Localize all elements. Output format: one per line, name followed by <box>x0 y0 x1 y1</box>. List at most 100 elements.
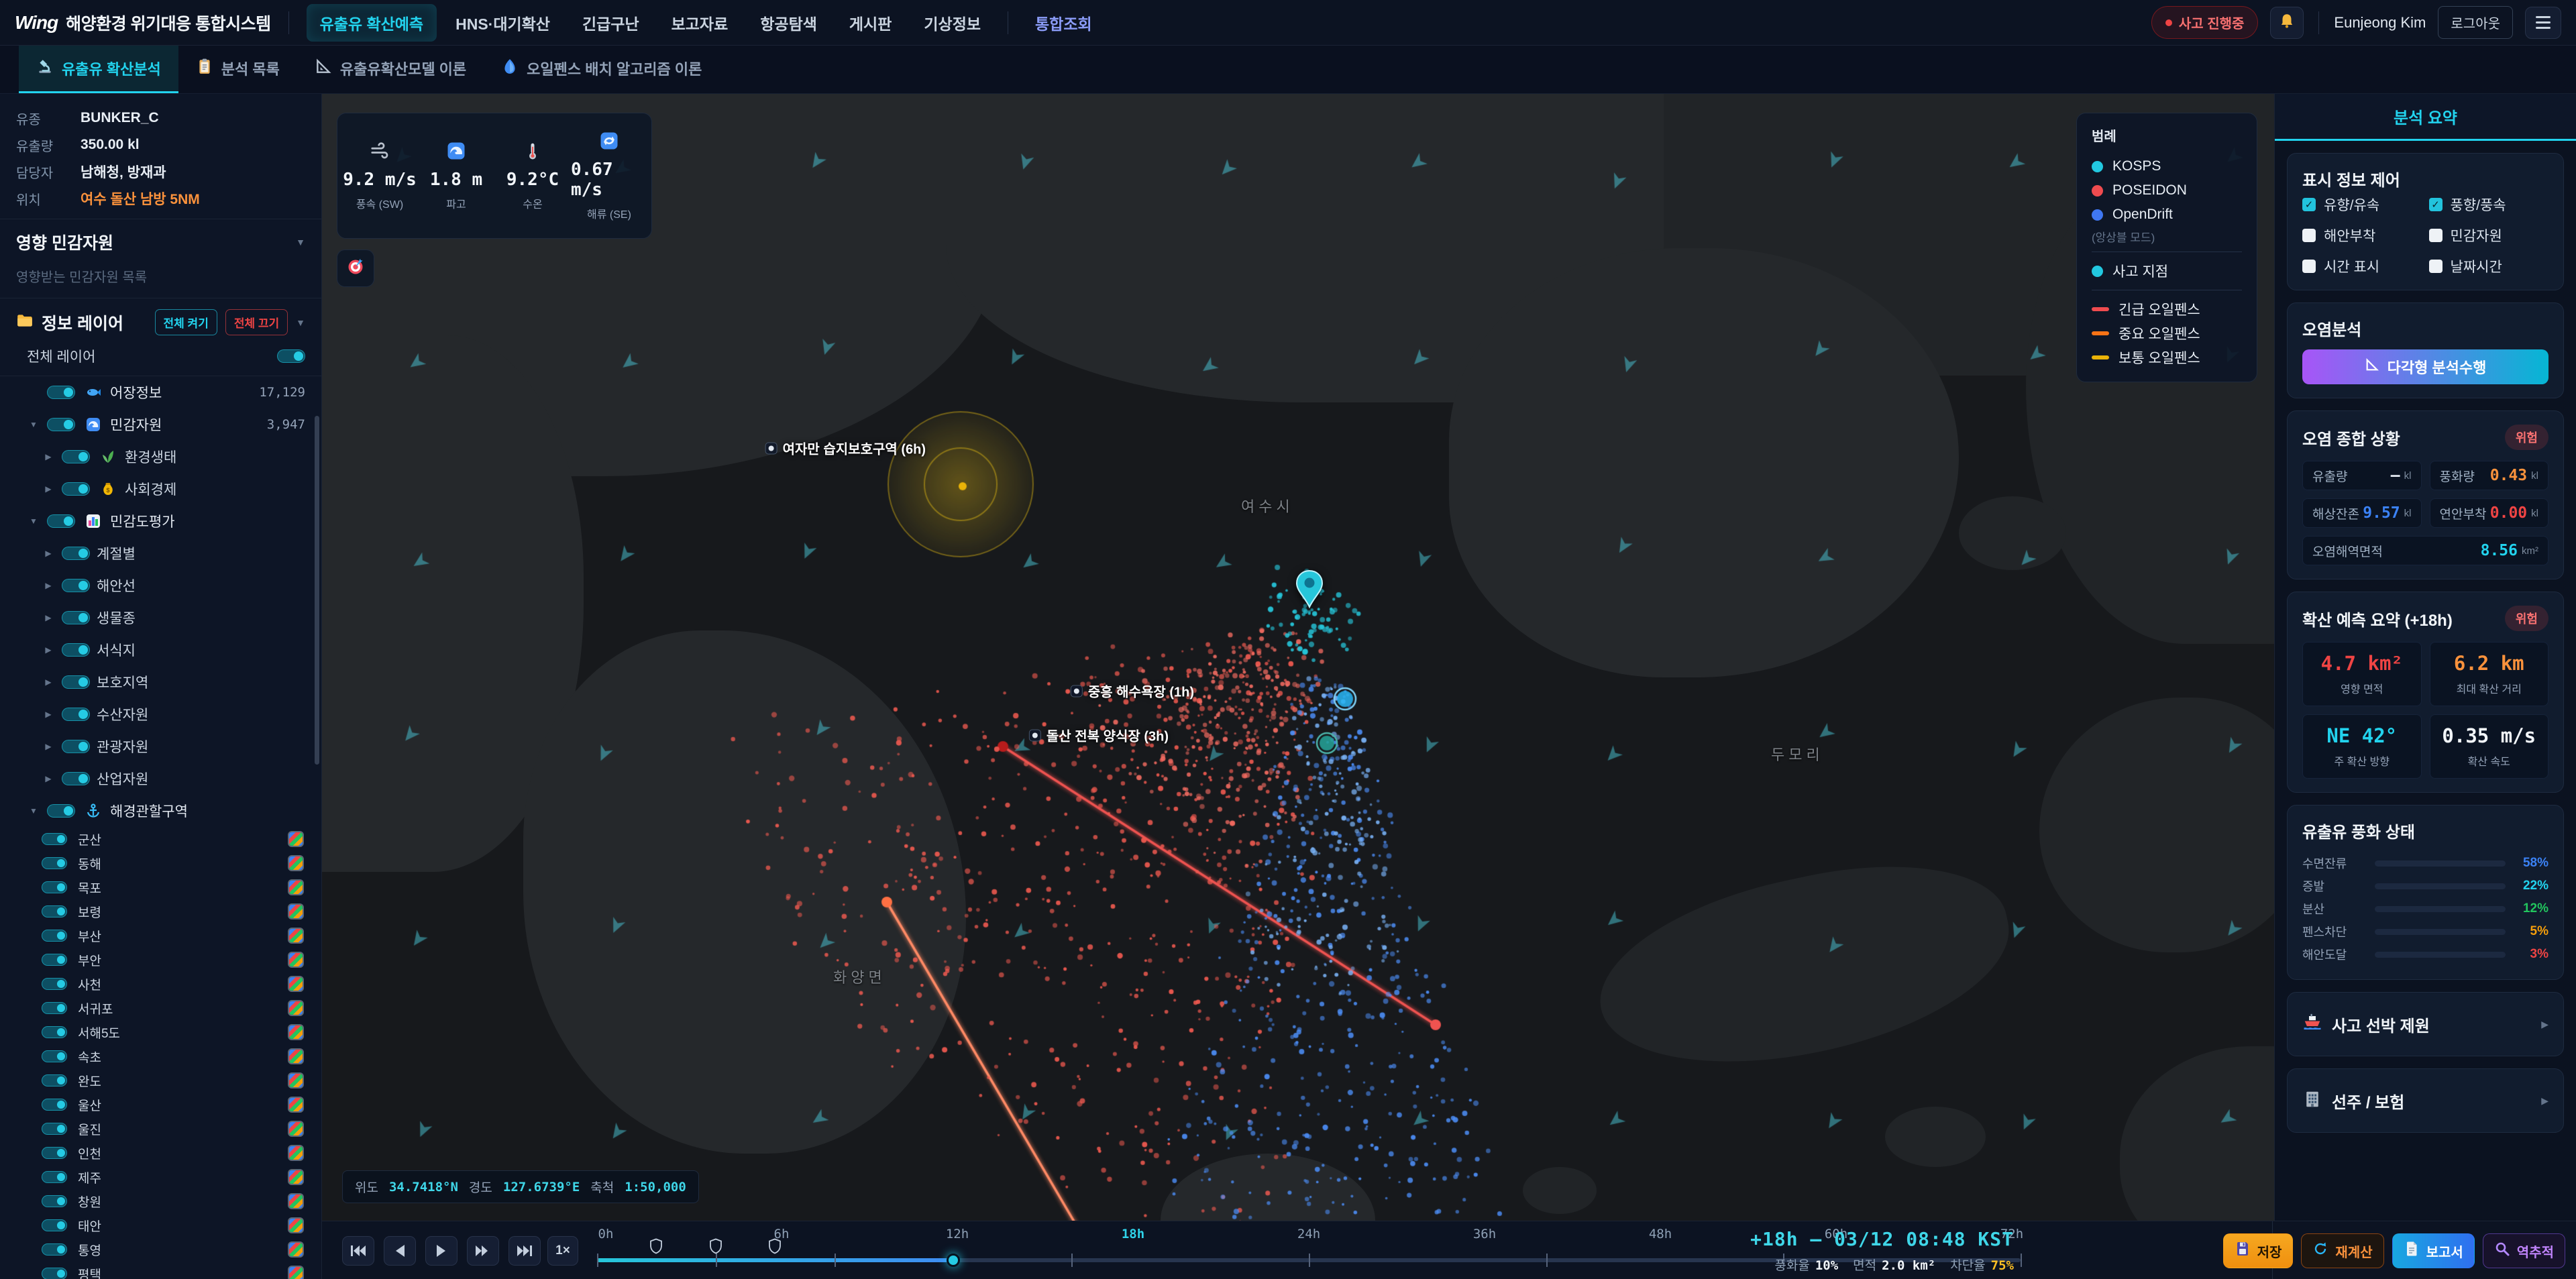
boom-deploy-marker[interactable] <box>768 1238 782 1258</box>
layers-all-off-button[interactable]: 전체 끄기 <box>225 309 288 335</box>
doc-button[interactable]: 보고서 <box>2392 1233 2475 1268</box>
display-check-날짜시간[interactable]: 날짜시간 <box>2428 256 2549 276</box>
expand-arrow[interactable]: ▶ <box>45 742 52 751</box>
nav-item-6[interactable]: 기상정보 <box>924 15 981 33</box>
region-toggle[interactable] <box>42 905 67 917</box>
region-toggle[interactable] <box>42 1026 67 1038</box>
expand-arrow[interactable]: ▶ <box>45 484 52 494</box>
refresh-button[interactable]: 재계산 <box>2301 1233 2384 1268</box>
tab-analysis-summary[interactable]: 분석 요약 <box>2275 94 2576 141</box>
layer-toggle[interactable] <box>62 482 90 496</box>
nav-item-5[interactable]: 게시판 <box>849 15 892 33</box>
region-style-icon[interactable] <box>288 952 304 968</box>
skip-end-button[interactable] <box>508 1236 541 1266</box>
region-style-icon[interactable] <box>288 1241 304 1258</box>
display-check-시간 표시[interactable]: 시간 표시 <box>2302 256 2422 276</box>
display-check-유향/유속[interactable]: ✓ 유향/유속 <box>2302 194 2422 215</box>
layer-toggle[interactable] <box>62 675 90 689</box>
playback-speed-button[interactable]: 1× <box>547 1236 578 1266</box>
subtab-1[interactable]: 분석 목록 <box>178 46 297 93</box>
region-toggle[interactable] <box>42 1219 67 1231</box>
nav-item-3[interactable]: 보고자료 <box>671 15 729 33</box>
save-button[interactable]: 저장 <box>2222 1233 2294 1268</box>
region-toggle[interactable] <box>42 1268 67 1279</box>
nav-item-0[interactable]: 유출유 확산예측 <box>306 3 437 42</box>
display-check-풍향/풍속[interactable]: ✓ 풍향/풍속 <box>2428 194 2549 215</box>
chevron-down-icon[interactable]: ▼ <box>296 317 305 328</box>
region-style-icon[interactable] <box>288 1217 304 1233</box>
region-toggle[interactable] <box>42 857 67 869</box>
region-toggle[interactable] <box>42 1002 67 1014</box>
map-view[interactable]: 여수시 화양면 두모리 여자만 습지보호구역 (6h) 중흥 해수욕장 (1h) 돌산 … <box>322 94 2274 1221</box>
region-style-icon[interactable] <box>288 928 304 944</box>
fast-forward-button[interactable] <box>467 1236 499 1266</box>
region-style-icon[interactable] <box>288 976 304 992</box>
expand-arrow[interactable]: ▶ <box>45 581 52 590</box>
boom-deploy-marker[interactable] <box>649 1238 663 1258</box>
nav-item-4[interactable]: 항공탐색 <box>760 15 817 33</box>
sidebar-scrollbar[interactable] <box>315 416 319 765</box>
region-toggle[interactable] <box>42 1243 67 1256</box>
layer-toggle[interactable] <box>62 740 90 753</box>
region-style-icon[interactable] <box>288 903 304 920</box>
logout-button[interactable]: 로그아웃 <box>2438 6 2513 39</box>
layer-toggle[interactable] <box>62 708 90 721</box>
region-toggle[interactable] <box>42 833 67 845</box>
display-check-해안부착[interactable]: 해안부착 <box>2302 225 2422 245</box>
notifications-button[interactable] <box>2270 6 2304 39</box>
play-button[interactable] <box>425 1236 458 1266</box>
subtab-2[interactable]: 유출유확산모델 이론 <box>297 46 484 93</box>
region-style-icon[interactable] <box>288 1072 304 1089</box>
boom-deploy-marker[interactable] <box>709 1238 722 1258</box>
expand-arrow[interactable]: ▶ <box>45 677 52 687</box>
timeline-thumb[interactable] <box>946 1254 960 1267</box>
region-style-icon[interactable] <box>288 1193 304 1209</box>
affected-resources-header[interactable]: 영향 민감자원 ▼ <box>0 219 321 260</box>
nav-item-7[interactable]: 통합조회 <box>1035 15 1092 33</box>
nav-item-1[interactable]: HNS·대기확산 <box>455 15 550 33</box>
region-toggle[interactable] <box>42 1147 67 1159</box>
owner-insurance-card[interactable]: 선주 / 보험 ▶ <box>2287 1068 2564 1133</box>
layer-toggle[interactable] <box>62 579 90 592</box>
region-toggle[interactable] <box>42 1099 67 1111</box>
subtab-0[interactable]: 유출유 확산분석 <box>19 46 178 93</box>
layer-toggle[interactable] <box>62 450 90 463</box>
region-toggle[interactable] <box>42 978 67 990</box>
expand-arrow[interactable]: ▶ <box>45 613 52 622</box>
layer-toggle[interactable] <box>62 611 90 624</box>
expand-arrow[interactable]: ▶ <box>45 452 52 461</box>
region-toggle[interactable] <box>42 1171 67 1183</box>
step-back-button[interactable] <box>384 1236 416 1266</box>
region-style-icon[interactable] <box>288 831 304 847</box>
layer-toggle[interactable] <box>47 804 75 818</box>
region-style-icon[interactable] <box>288 1097 304 1113</box>
expand-arrow[interactable]: ▼ <box>30 516 38 526</box>
region-toggle[interactable] <box>42 1074 67 1087</box>
region-toggle[interactable] <box>42 1050 67 1062</box>
menu-button[interactable] <box>2525 6 2561 39</box>
expand-arrow[interactable]: ▶ <box>45 549 52 558</box>
master-layer-toggle[interactable] <box>277 349 305 363</box>
region-style-icon[interactable] <box>288 1024 304 1040</box>
layers-all-on-button[interactable]: 전체 켜기 <box>154 309 217 335</box>
expand-arrow[interactable]: ▶ <box>45 710 52 719</box>
region-style-icon[interactable] <box>288 1121 304 1137</box>
region-toggle[interactable] <box>42 1123 67 1135</box>
layer-toggle[interactable] <box>62 772 90 785</box>
chevron-down-icon[interactable]: ▼ <box>296 237 305 247</box>
region-style-icon[interactable] <box>288 1169 304 1185</box>
region-style-icon[interactable] <box>288 1266 304 1279</box>
region-style-icon[interactable] <box>288 1000 304 1016</box>
layer-toggle[interactable] <box>62 643 90 657</box>
layer-toggle[interactable] <box>47 386 75 399</box>
polygon-analysis-button[interactable]: 다각형 분석수행 <box>2302 349 2548 384</box>
region-toggle[interactable] <box>42 881 67 893</box>
region-toggle[interactable] <box>42 930 67 942</box>
layer-toggle[interactable] <box>47 514 75 528</box>
vessel-spec-card[interactable]: 사고 선박 제원 ▶ <box>2287 992 2564 1056</box>
expand-arrow[interactable]: ▼ <box>30 806 38 816</box>
expand-arrow[interactable]: ▶ <box>45 774 52 783</box>
display-check-민감자원[interactable]: 민감자원 <box>2428 225 2549 245</box>
layer-toggle[interactable] <box>62 547 90 560</box>
region-style-icon[interactable] <box>288 879 304 895</box>
